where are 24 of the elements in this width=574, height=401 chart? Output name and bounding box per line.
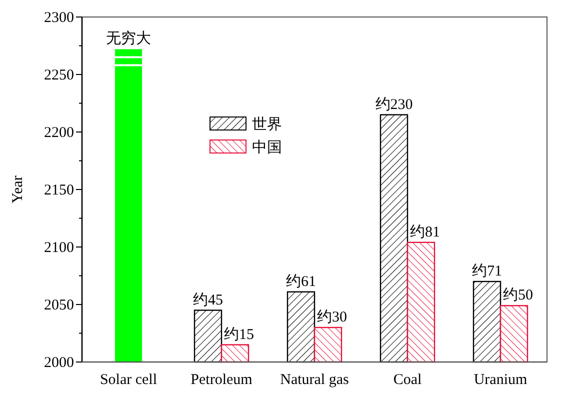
data-label: 约15: [224, 326, 254, 343]
data-label: 约61: [286, 272, 316, 290]
data-label: 约81: [410, 223, 440, 240]
x-tick-label: Uranium: [474, 372, 528, 388]
y-tick-label: 2000: [44, 355, 74, 371]
y-tick-label: 2250: [44, 68, 74, 84]
data-label: 无穷大: [106, 30, 151, 48]
y-tick-label: 2200: [44, 125, 74, 141]
data-label: 约30: [317, 308, 347, 326]
data-label: 约45: [193, 291, 223, 308]
data-label: 约230: [375, 96, 413, 113]
legend-label: 中国: [252, 139, 282, 156]
x-tick-label: Natural gas: [280, 372, 350, 388]
data-label: 约50: [503, 286, 533, 304]
x-tick-label: Coal: [393, 372, 422, 388]
data-label: 约71: [472, 262, 502, 280]
y-tick-label: 2100: [44, 240, 74, 256]
y-tick-label: 2050: [44, 298, 74, 314]
legend-label: 世界: [252, 116, 282, 133]
y-tick-label: 2300: [44, 10, 74, 26]
y-axis-title: Year: [10, 176, 26, 204]
x-tick-label: Solar cell: [100, 372, 158, 388]
x-tick-label: Petroleum: [190, 372, 253, 388]
y-tick-label: 2150: [44, 182, 74, 198]
